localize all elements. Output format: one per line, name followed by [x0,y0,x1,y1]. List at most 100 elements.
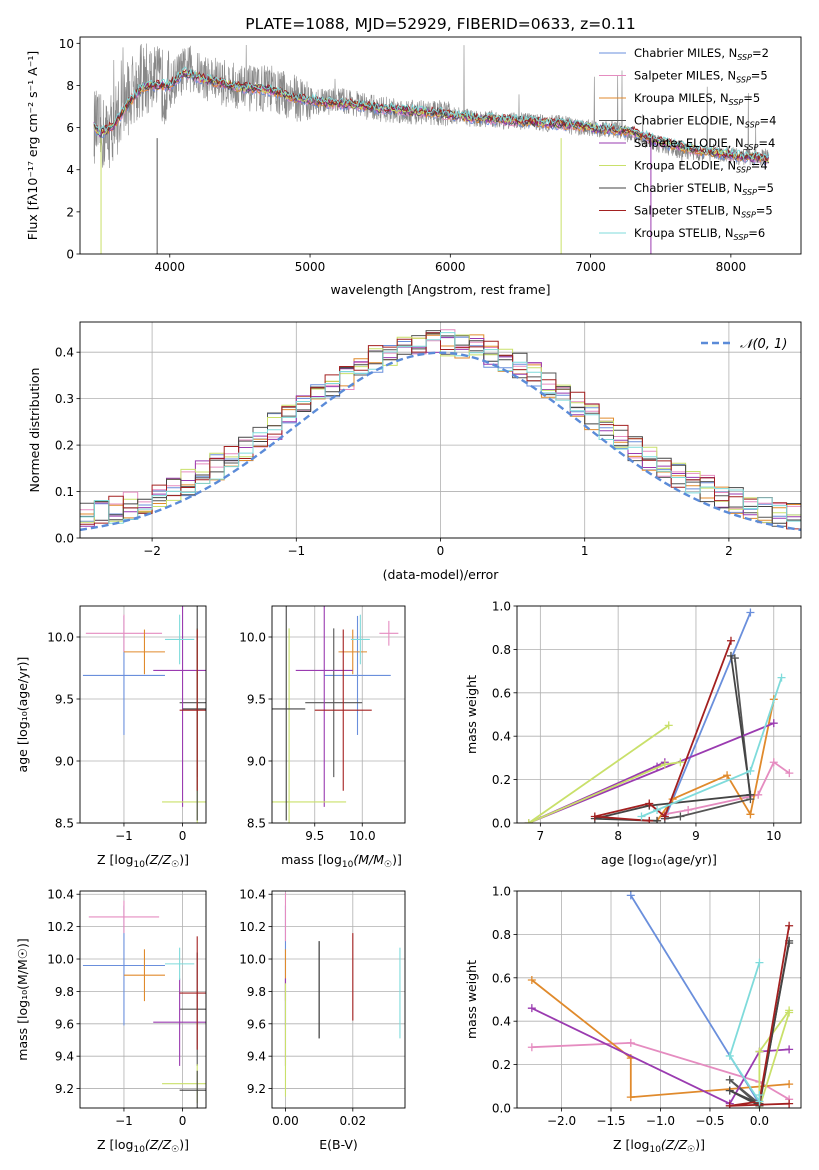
residuals-xlabel: (data-model)/error [383,567,500,582]
axes-frame [79,605,207,824]
x-tick-label: 0 [437,544,445,558]
weight-vs-age-ylabel: mass weight [464,675,479,754]
y-tick-label: 8.5 [247,817,266,831]
x-tick-label: 4000 [155,260,186,274]
x-tick-label: 0 [179,1114,187,1128]
x-tick-label: 0.0 [750,1114,769,1128]
plot-area [93,43,770,254]
weight-vs-Z-xlabel: Z [log10(Z/Z☉)] [613,1137,705,1155]
x-tick-label: −1.0 [646,1114,675,1128]
y-tick-label: 9.0 [55,755,74,769]
y-tick-label: 0.6 [492,971,511,985]
weight-vs-Z-marker [626,1038,635,1047]
panel-residuals: −2 −1 0 1 2 0.0 0.1 0.2 0.3 0.4 (data-model)/error… [27,321,802,582]
x-tick-label: 8000 [716,260,747,274]
x-tick-label: 7000 [575,260,606,274]
axes-frame [271,890,406,1109]
mass-vs-Z-xlabel: Z [log10(Z/Z☉)] [97,1137,189,1155]
weight-vs-age-marker [645,816,654,823]
y-tick-label: 9.6 [55,1017,74,1031]
y-tick-label: 0.1 [55,485,74,499]
plot-area [82,606,206,823]
weight-vs-age-series-2 [664,760,790,816]
y-tick-label: 0.0 [492,817,511,831]
y-tick-label: 6 [66,121,74,135]
x-tick-label: 0 [179,829,187,843]
y-tick-label: 10.0 [47,631,74,645]
y-tick-label: 0.4 [492,730,511,744]
weight-vs-age-marker [777,673,786,682]
y-tick-label: 10.2 [239,920,266,934]
y-tick-label: 10.0 [47,953,74,967]
y-tick-label: 0.2 [492,773,511,787]
y-tick-label: 9.5 [55,693,74,707]
y-tick-label: 0.0 [55,532,74,546]
y-tick-label: 9.0 [247,755,266,769]
mass-vs-ebv-xlabel: E(B-V) [319,1137,358,1152]
weight-vs-age-marker [664,721,673,730]
x-tick-label: 6000 [435,260,466,274]
axes-frame [271,605,406,824]
weight-vs-Z-marker [785,1008,794,1017]
weight-vs-age-marker [653,805,662,814]
weight-vs-age-marker [653,816,662,823]
y-tick-label: 9.8 [247,985,266,999]
weight-vs-age-marker [746,608,755,617]
weight-vs-age-marker [769,719,778,728]
x-tick-label: 10.0 [349,829,376,843]
normal-curve [80,351,801,532]
weight-vs-Z-marker [527,1043,536,1052]
weight-vs-age-marker [524,819,533,823]
weight-vs-age-series-9 [641,677,783,818]
y-tick-label: 9.8 [55,985,74,999]
y-tick-label: 0.6 [492,686,511,700]
x-tick-label: 9 [692,829,700,843]
panel-age_vs_Z: −1 0 8.5 9.0 9.5 10.0 Z [log10(Z/Z☉)] age [log₁… [15,605,207,870]
weight-vs-Z-marker [785,1080,794,1089]
axes-frame [79,321,802,539]
legend: Chabrier MILES, NSSP=2 Salpeter MILES, NS… [599,46,776,242]
model-spectrum-9 [93,66,770,160]
weight-vs-Z-marker [755,1090,764,1099]
panel-age_vs_mass: 9.5 10.0 8.5 9.0 9.5 10.0 mass [log10(M/M☉)] [239,605,406,870]
weight-vs-Z-marker [725,1075,734,1084]
weight-vs-age-series-1 [663,612,752,820]
x-tick-label: 8 [614,829,622,843]
plot-area [527,891,794,1108]
y-tick-label: 10 [59,37,74,51]
spectrum-xlabel: wavelength [Angstrom, rest frame] [330,282,550,297]
y-tick-label: 1.0 [492,600,511,614]
panel-mass_vs_ebv: 0.00 0.02 9.2 9.4 9.6 9.8 10.0 10.2 10.4 E(B-V) [239,888,406,1152]
x-tick-label: −2.0 [547,1114,576,1128]
weight-vs-age-marker [590,812,599,821]
y-tick-label: 0.4 [55,346,74,360]
legend-label-8: Salpeter STELIB, NSSP=5 [634,204,773,220]
y-tick-label: 0 [66,248,74,262]
y-tick-label: 8.5 [55,817,74,831]
weight-vs-Z-marker [725,1101,734,1108]
weight-vs-age-marker [746,810,755,819]
weight-vs-age-marker [726,636,735,645]
y-tick-label: 0.0 [492,1102,511,1116]
axes-frame [516,890,802,1109]
x-tick-label: 0.00 [272,1114,299,1128]
y-tick-label: 2 [66,205,74,219]
plot-area [272,606,399,823]
x-tick-label: 0.02 [339,1114,366,1128]
plot-area [524,608,794,823]
weight-vs-age-marker [723,771,732,780]
weight-vs-Z-marker [755,958,764,967]
x-tick-label: −1 [115,1114,133,1128]
residuals-ylabel: Normed distribution [27,368,42,493]
weight-vs-age-marker [660,812,669,821]
weight-vs-age-marker [645,799,654,808]
age-vs-mass-xlabel: mass [log10(M/M☉)] [281,852,402,870]
weight-vs-age-series-6 [528,724,681,823]
y-tick-label: 10.0 [239,631,266,645]
y-tick-label: 0.8 [492,643,511,657]
y-tick-label: 0.8 [492,928,511,942]
plot-area [82,900,206,1108]
panel-mass_vs_Z: −1 0 9.2 9.4 9.6 9.8 10.0 10.2 10.4 Z [log10(Z/Z☉… [15,888,207,1155]
weight-vs-age-series-8 [594,640,732,822]
weight-vs-Z-series-3 [531,979,790,1099]
